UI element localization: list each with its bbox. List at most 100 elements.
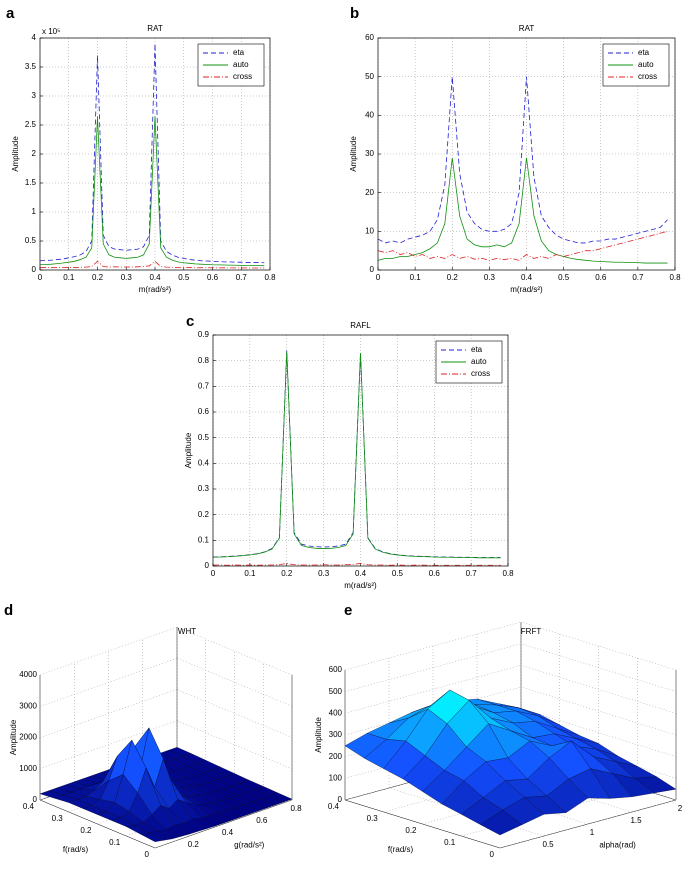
chart-title: RAT: [519, 24, 535, 33]
y-tick-label: 0.4: [23, 802, 35, 811]
y-tick-label: 0: [370, 265, 375, 274]
x-tick-label: 0.7: [632, 273, 644, 282]
grid-line: [39, 658, 178, 707]
y-tick-label: 0: [145, 850, 150, 859]
legend-label: cross: [638, 72, 657, 81]
panel-label: a: [6, 5, 15, 22]
y-tick-label: 0.2: [405, 826, 417, 835]
x-tick-label: 0.8: [669, 273, 681, 282]
x-tick-label: 0.6: [256, 816, 268, 825]
x-axis-label: alpha(rad): [599, 840, 636, 849]
grid-line: [344, 621, 522, 671]
chart-title: FRFT: [521, 627, 542, 636]
y-tick-label: 0.1: [198, 535, 210, 544]
series-line: [377, 230, 668, 261]
grid-line: [344, 665, 522, 714]
z-axis-label: Amplitude: [9, 719, 18, 755]
x-tick-label: 0.4: [222, 828, 234, 837]
y-tick-label: 0.7: [198, 381, 210, 390]
z-tick-label: 200: [329, 752, 343, 761]
x-tick-label: 0.6: [207, 273, 219, 282]
x-tick-label: 0.4: [521, 273, 533, 282]
legend-label: auto: [638, 60, 654, 69]
x-tick-label: 0.8: [264, 273, 276, 282]
x-tick-label: 0.1: [410, 273, 422, 282]
legend-label: auto: [471, 357, 487, 366]
legend-label: eta: [638, 48, 650, 57]
y-tick-label: 0.6: [198, 407, 210, 416]
legend-label: cross: [471, 369, 490, 378]
grid-line: [520, 665, 677, 714]
surface-cell: [480, 809, 523, 836]
x-tick-label: 0.5: [542, 840, 554, 849]
x-tick-label: 0.4: [355, 569, 367, 578]
plot-frame: [377, 37, 676, 271]
z-tick-label: 0: [33, 795, 38, 804]
y-tick-label: 0.5: [25, 236, 37, 245]
series-line: [377, 157, 668, 264]
plot-frame: [212, 334, 509, 567]
y-tick-label: 10: [365, 226, 374, 235]
x-tick-label: 1: [590, 828, 595, 837]
y-tick-label: 0.3: [367, 814, 379, 823]
y-tick-label: 3: [32, 91, 37, 100]
x-axis-label: m(rad/s²): [510, 285, 543, 294]
y-tick-label: 2: [32, 149, 37, 158]
grid-line: [422, 775, 599, 825]
x-tick-label: 0.2: [281, 569, 293, 578]
legend-label: auto: [233, 60, 249, 69]
y-tick-label: 2.5: [25, 120, 37, 129]
grid-line: [520, 621, 677, 671]
y-tick-label: 0.2: [198, 510, 210, 519]
z-tick-label: 500: [329, 687, 343, 696]
grid-line: [520, 708, 677, 757]
z-tick-label: 400: [329, 708, 343, 717]
series-line: [213, 563, 501, 566]
z-tick-label: 100: [329, 773, 343, 782]
x-tick-label: 0.3: [318, 569, 330, 578]
grid-line: [39, 626, 178, 676]
grid-line: [39, 720, 178, 769]
legend-label: cross: [233, 72, 252, 81]
panel-label: b: [350, 5, 359, 22]
y-tick-label: 0: [490, 850, 495, 859]
y-tick-label: 20: [365, 188, 374, 197]
grid-line: [344, 686, 522, 736]
legend-label: eta: [471, 345, 483, 354]
series-line: [39, 116, 265, 267]
grid-line: [383, 763, 560, 813]
y-tick-label: 1.5: [25, 178, 37, 187]
y-tick-label: 0.1: [109, 838, 121, 847]
grid-line: [520, 643, 677, 692]
series-line: [39, 260, 265, 269]
y-tick-label: 30: [365, 149, 374, 158]
grid-line: [344, 751, 522, 801]
x-tick-label: 0.1: [244, 569, 256, 578]
series-line: [377, 76, 668, 244]
y-tick-label: 4: [32, 33, 37, 42]
y-tick-label: 0: [205, 561, 210, 570]
y-tick-label: 0.5: [198, 433, 210, 442]
chart-title: WHT: [178, 627, 196, 636]
z-tick-label: 300: [329, 730, 343, 739]
y-axis-label: f(rad/s): [63, 845, 89, 854]
x-tick-label: 2: [678, 804, 683, 813]
y-tick-label: 0.3: [52, 814, 64, 823]
y-tick-label: 0.1: [444, 838, 456, 847]
x-tick-label: 0.2: [188, 840, 200, 849]
y-tick-label: 50: [365, 72, 374, 81]
y-tick-label: 0.2: [80, 826, 92, 835]
x-tick-label: 0: [38, 273, 43, 282]
x-axis-label: m(rad/s²): [139, 285, 172, 294]
panel-label: d: [4, 602, 13, 619]
z-tick-label: 1000: [19, 764, 37, 773]
x-tick-label: 0.1: [63, 273, 75, 282]
x-tick-label: 0.5: [558, 273, 570, 282]
z-axis-label: Amplitude: [314, 717, 323, 753]
z-tick-label: 2000: [19, 733, 37, 742]
legend-label: eta: [233, 48, 245, 57]
grid-line: [39, 689, 178, 738]
panel-label: e: [344, 602, 352, 619]
